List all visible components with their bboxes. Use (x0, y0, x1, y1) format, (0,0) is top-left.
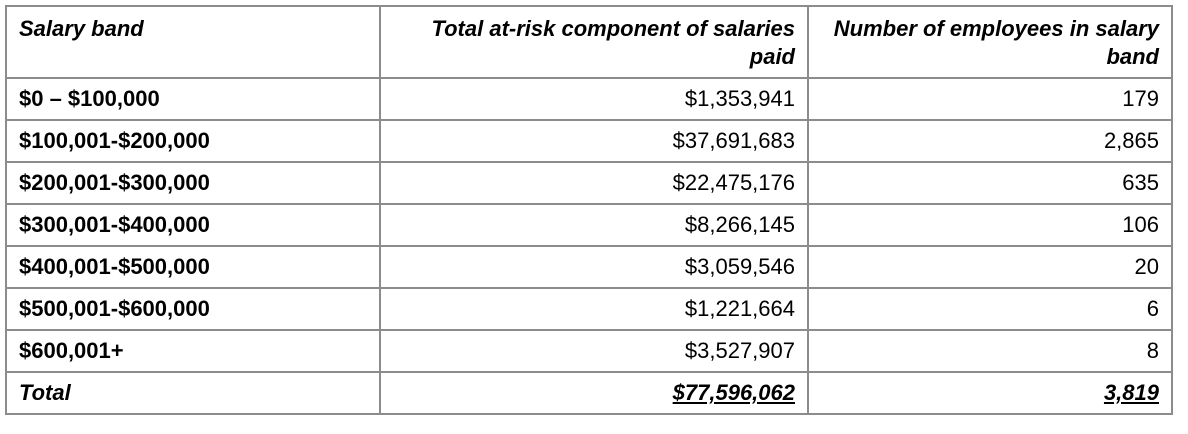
salary-band-cell: $200,001-$300,000 (5, 161, 381, 205)
header-row: Salary band Total at-risk component of s… (5, 5, 1173, 79)
at-risk-cell: $3,059,546 (379, 245, 809, 289)
employee-count-cell: 106 (807, 203, 1173, 247)
total-employee-count-value: 3,819 (1103, 380, 1159, 405)
at-risk-cell: $37,691,683 (379, 119, 809, 163)
table-row: $300,001-$400,000 $8,266,145 106 (5, 203, 1173, 247)
at-risk-cell: $3,527,907 (379, 329, 809, 373)
total-at-risk-value: $77,596,062 (672, 380, 795, 405)
table-row: $100,001-$200,000 $37,691,683 2,865 (5, 119, 1173, 163)
salary-band-table: Salary band Total at-risk component of s… (5, 5, 1173, 415)
employee-count-cell: 8 (807, 329, 1173, 373)
total-at-risk-cell: $77,596,062 (379, 371, 809, 415)
employee-count-cell: 2,865 (807, 119, 1173, 163)
header-salary-band: Salary band (5, 5, 381, 79)
total-row: Total $77,596,062 3,819 (5, 371, 1173, 415)
total-label: Total (5, 371, 381, 415)
header-at-risk-component: Total at-risk component of salaries paid (379, 5, 809, 79)
employee-count-cell: 179 (807, 77, 1173, 121)
salary-band-cell: $100,001-$200,000 (5, 119, 381, 163)
table-row: $200,001-$300,000 $22,475,176 635 (5, 161, 1173, 205)
at-risk-cell: $1,221,664 (379, 287, 809, 331)
at-risk-cell: $1,353,941 (379, 77, 809, 121)
salary-band-cell: $400,001-$500,000 (5, 245, 381, 289)
table-row: $500,001-$600,000 $1,221,664 6 (5, 287, 1173, 331)
salary-band-cell: $500,001-$600,000 (5, 287, 381, 331)
salary-band-cell: $600,001+ (5, 329, 381, 373)
at-risk-cell: $8,266,145 (379, 203, 809, 247)
employee-count-cell: 20 (807, 245, 1173, 289)
salary-band-cell: $300,001-$400,000 (5, 203, 381, 247)
table-row: $600,001+ $3,527,907 8 (5, 329, 1173, 373)
table-row: $400,001-$500,000 $3,059,546 20 (5, 245, 1173, 289)
table-row: $0 – $100,000 $1,353,941 179 (5, 77, 1173, 121)
salary-band-cell: $0 – $100,000 (5, 77, 381, 121)
employee-count-cell: 635 (807, 161, 1173, 205)
employee-count-cell: 6 (807, 287, 1173, 331)
at-risk-cell: $22,475,176 (379, 161, 809, 205)
total-employee-count-cell: 3,819 (807, 371, 1173, 415)
header-employee-count: Number of employees in salary band (807, 5, 1173, 79)
